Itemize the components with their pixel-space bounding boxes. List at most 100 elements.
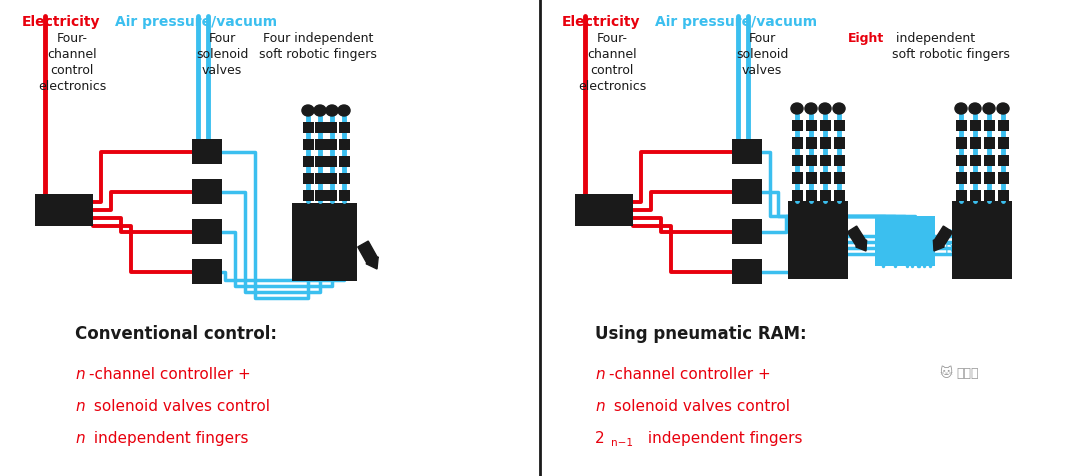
Text: solenoid valves control: solenoid valves control <box>609 398 789 413</box>
Bar <box>732 179 762 205</box>
Bar <box>326 190 337 201</box>
Bar <box>956 156 967 167</box>
Text: n−1: n−1 <box>610 437 633 447</box>
Ellipse shape <box>791 104 804 115</box>
Bar <box>192 219 222 245</box>
Text: n: n <box>595 366 605 381</box>
Bar <box>792 138 802 149</box>
Bar <box>806 190 816 201</box>
Text: solenoid valves control: solenoid valves control <box>89 398 270 413</box>
Bar <box>302 139 313 151</box>
Bar <box>292 204 357 281</box>
Bar <box>314 157 325 168</box>
Bar <box>326 139 337 151</box>
Bar <box>834 156 845 167</box>
Bar <box>998 190 1009 201</box>
Text: Four-
channel
control
electronics: Four- channel control electronics <box>38 32 106 93</box>
Bar <box>302 174 313 185</box>
Bar <box>820 190 831 201</box>
Ellipse shape <box>302 106 314 117</box>
Bar <box>834 138 845 149</box>
Bar <box>984 121 995 132</box>
Bar <box>788 201 848 279</box>
Bar <box>984 138 995 149</box>
Text: 🐱: 🐱 <box>940 366 953 379</box>
Text: n: n <box>75 398 84 413</box>
Bar <box>998 173 1009 184</box>
Bar <box>956 173 967 184</box>
Text: Eight: Eight <box>848 32 885 45</box>
Bar <box>956 190 967 201</box>
Bar <box>35 195 93 227</box>
Bar <box>338 190 350 201</box>
Ellipse shape <box>833 104 845 115</box>
Bar <box>806 121 816 132</box>
Text: n: n <box>75 366 84 381</box>
Bar <box>820 156 831 167</box>
Ellipse shape <box>314 106 326 117</box>
Bar <box>984 173 995 184</box>
Bar <box>326 123 337 134</box>
Bar <box>970 156 981 167</box>
Bar <box>792 190 802 201</box>
Text: independent fingers: independent fingers <box>89 430 248 445</box>
Bar <box>970 121 981 132</box>
Text: n: n <box>75 430 84 445</box>
Bar <box>314 123 325 134</box>
Bar <box>338 157 350 168</box>
Text: independent
soft robotic fingers: independent soft robotic fingers <box>892 32 1010 61</box>
Text: Four
solenoid
valves: Four solenoid valves <box>195 32 248 77</box>
Bar <box>806 138 816 149</box>
Bar <box>732 219 762 245</box>
Bar <box>338 139 350 151</box>
Bar <box>970 190 981 201</box>
Bar <box>302 157 313 168</box>
Bar <box>192 179 222 205</box>
Text: Air pressure/vacuum: Air pressure/vacuum <box>654 15 818 29</box>
Ellipse shape <box>955 104 967 115</box>
Ellipse shape <box>326 106 338 117</box>
Ellipse shape <box>805 104 818 115</box>
FancyArrow shape <box>933 227 953 251</box>
Bar <box>314 190 325 201</box>
Text: -channel controller +: -channel controller + <box>89 366 251 381</box>
Text: n: n <box>595 398 605 413</box>
Bar <box>820 121 831 132</box>
Bar <box>192 140 222 165</box>
Bar <box>302 190 313 201</box>
Bar <box>302 123 313 134</box>
Bar <box>875 217 935 267</box>
Text: 2: 2 <box>595 430 605 445</box>
Bar <box>792 173 802 184</box>
Bar <box>998 138 1009 149</box>
Bar <box>326 174 337 185</box>
Bar <box>970 138 981 149</box>
Text: Using pneumatic RAM:: Using pneumatic RAM: <box>595 324 807 342</box>
Bar <box>834 173 845 184</box>
Bar <box>970 173 981 184</box>
Bar <box>951 201 1012 279</box>
Text: 量子位: 量子位 <box>956 366 978 379</box>
Bar <box>326 157 337 168</box>
Text: Electricity: Electricity <box>22 15 100 29</box>
Bar <box>820 138 831 149</box>
Bar <box>314 139 325 151</box>
Ellipse shape <box>338 106 350 117</box>
Bar <box>956 121 967 132</box>
Bar <box>806 173 816 184</box>
Ellipse shape <box>997 104 1009 115</box>
Bar <box>338 174 350 185</box>
Bar <box>792 121 802 132</box>
Text: Four
solenoid
valves: Four solenoid valves <box>735 32 788 77</box>
Bar <box>956 138 967 149</box>
Bar <box>984 156 995 167</box>
Bar <box>732 259 762 284</box>
Bar <box>575 195 633 227</box>
Ellipse shape <box>819 104 831 115</box>
Bar <box>192 259 222 284</box>
Bar <box>806 156 816 167</box>
Bar <box>998 121 1009 132</box>
Text: Four-
channel
control
electronics: Four- channel control electronics <box>578 32 646 93</box>
Text: Conventional control:: Conventional control: <box>75 324 276 342</box>
Bar <box>834 121 845 132</box>
